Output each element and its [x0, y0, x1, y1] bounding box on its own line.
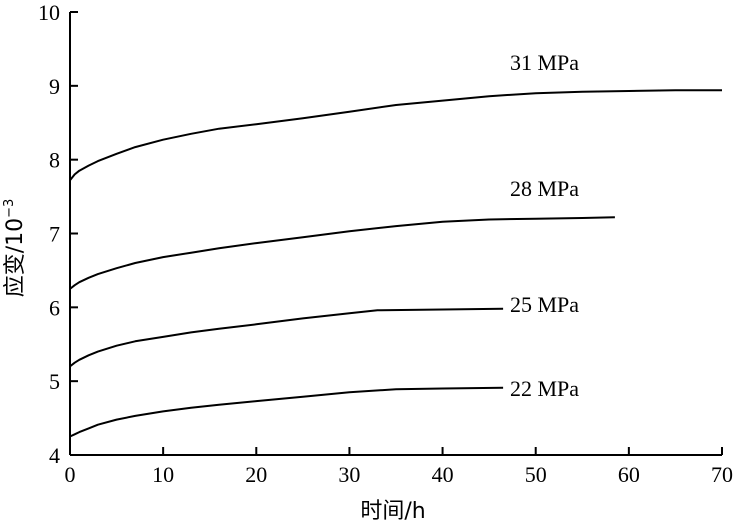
series-label-2: 25 MPa [510, 292, 579, 317]
series-line-1 [69, 216, 615, 290]
axes: 4 5 6 7 8 9 10 0 10 20 30 40 50 60 70 [38, 0, 733, 487]
series-layer [69, 89, 722, 438]
series-label-1: 28 MPa [510, 176, 579, 201]
y-tick-label: 8 [49, 148, 60, 173]
x-tick-label: 40 [432, 462, 454, 487]
x-tick-label: 10 [152, 462, 174, 487]
x-tick-label: 30 [338, 462, 360, 487]
x-tick-label: 60 [618, 462, 640, 487]
y-tick-label: 9 [49, 74, 60, 99]
y-tick-label: 6 [49, 295, 60, 320]
y-tick-label: 10 [38, 0, 60, 25]
series-line-3 [69, 386, 504, 438]
series-labels: 31 MPa 28 MPa 25 MPa 22 MPa [510, 50, 579, 401]
x-axis-title: 时间/h [360, 499, 425, 524]
series-label-3: 22 MPa [510, 376, 579, 401]
x-tick-label: 20 [245, 462, 267, 487]
series-line-0 [69, 89, 722, 181]
x-tick-label: 0 [65, 462, 76, 487]
y-axis-title-text: 应变/10 [3, 218, 28, 297]
series-line-2 [69, 307, 504, 368]
y-tick-label: 5 [49, 369, 60, 394]
series-label-0: 31 MPa [510, 50, 579, 75]
y-tick-label: 7 [49, 222, 60, 247]
x-tick-label: 70 [711, 462, 733, 487]
y-axis-title-exponent: −3 [2, 199, 17, 218]
x-tick-label: 50 [525, 462, 547, 487]
y-tick-label: 4 [49, 443, 60, 468]
y-axis-title: 应变/10−3 [2, 199, 28, 298]
